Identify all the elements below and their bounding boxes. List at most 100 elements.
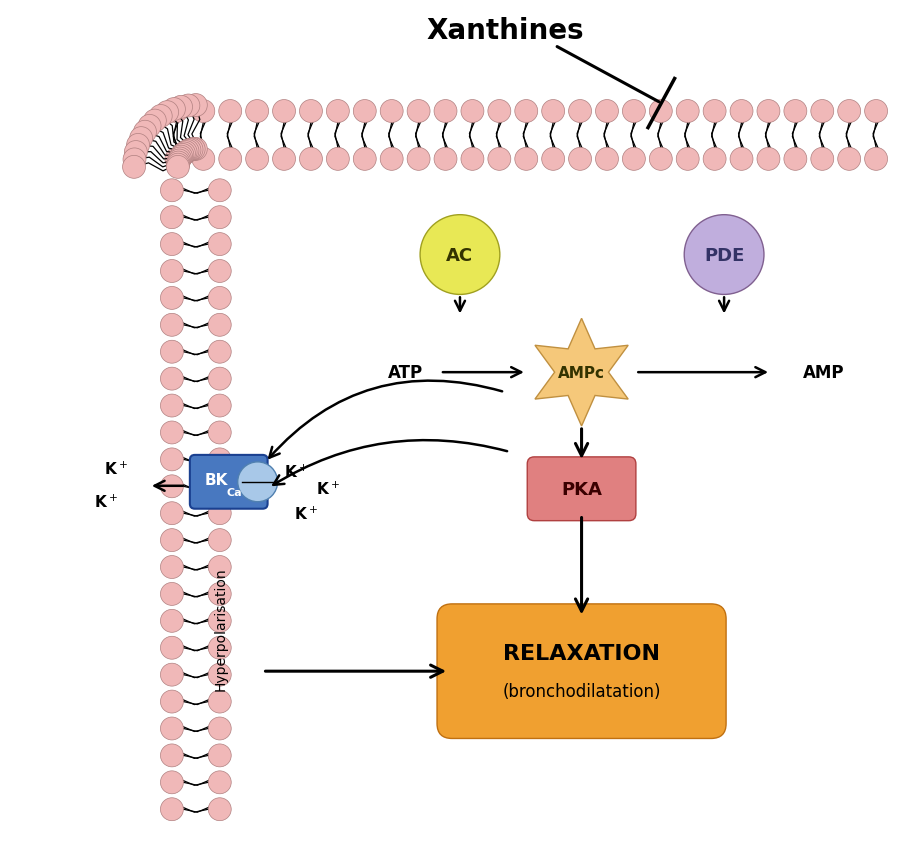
Circle shape bbox=[208, 690, 231, 713]
Circle shape bbox=[730, 149, 753, 171]
Circle shape bbox=[133, 122, 157, 144]
Circle shape bbox=[434, 100, 457, 123]
Circle shape bbox=[208, 582, 231, 606]
Polygon shape bbox=[535, 319, 628, 426]
Circle shape bbox=[488, 100, 511, 123]
Circle shape bbox=[182, 138, 205, 161]
Text: K$^+$: K$^+$ bbox=[94, 494, 118, 511]
Text: ATP: ATP bbox=[388, 364, 423, 381]
Circle shape bbox=[327, 100, 349, 123]
Circle shape bbox=[143, 110, 166, 133]
Text: (bronchodilatation): (bronchodilatation) bbox=[502, 682, 661, 701]
Circle shape bbox=[208, 314, 231, 337]
Circle shape bbox=[160, 421, 184, 445]
Circle shape bbox=[208, 609, 231, 632]
Circle shape bbox=[208, 771, 231, 794]
Circle shape bbox=[123, 149, 146, 171]
Circle shape bbox=[160, 771, 184, 794]
Circle shape bbox=[208, 287, 231, 310]
Circle shape bbox=[169, 96, 193, 119]
Circle shape bbox=[461, 100, 484, 123]
Circle shape bbox=[160, 690, 184, 713]
Circle shape bbox=[160, 582, 184, 606]
Circle shape bbox=[703, 149, 726, 171]
Circle shape bbox=[515, 149, 537, 171]
Circle shape bbox=[208, 233, 231, 257]
FancyBboxPatch shape bbox=[190, 456, 267, 509]
Circle shape bbox=[515, 100, 537, 123]
Circle shape bbox=[623, 100, 645, 123]
Text: K$^+$: K$^+$ bbox=[284, 463, 308, 481]
Circle shape bbox=[168, 148, 192, 170]
Circle shape bbox=[176, 140, 199, 163]
Circle shape bbox=[273, 100, 295, 123]
Circle shape bbox=[208, 421, 231, 445]
Circle shape bbox=[175, 142, 197, 165]
Circle shape bbox=[124, 142, 148, 165]
FancyBboxPatch shape bbox=[437, 604, 726, 738]
Text: Xanthines: Xanthines bbox=[426, 17, 583, 46]
Circle shape bbox=[219, 100, 242, 123]
Circle shape bbox=[596, 149, 618, 171]
Circle shape bbox=[160, 368, 184, 391]
Circle shape bbox=[160, 260, 184, 283]
Circle shape bbox=[327, 149, 349, 171]
Circle shape bbox=[208, 663, 231, 686]
Circle shape bbox=[160, 448, 184, 471]
FancyBboxPatch shape bbox=[527, 457, 636, 521]
Circle shape bbox=[184, 138, 207, 161]
Circle shape bbox=[569, 100, 591, 123]
Circle shape bbox=[811, 149, 833, 171]
Circle shape bbox=[208, 475, 231, 498]
Text: PKA: PKA bbox=[561, 480, 602, 498]
Circle shape bbox=[160, 502, 184, 525]
FancyArrowPatch shape bbox=[274, 441, 507, 485]
Circle shape bbox=[208, 502, 231, 525]
Text: PDE: PDE bbox=[704, 246, 744, 264]
Circle shape bbox=[184, 95, 207, 117]
Circle shape bbox=[542, 100, 564, 123]
Circle shape bbox=[676, 100, 699, 123]
Text: K$^+$: K$^+$ bbox=[104, 461, 128, 478]
Circle shape bbox=[784, 149, 806, 171]
Circle shape bbox=[160, 314, 184, 337]
Circle shape bbox=[130, 127, 153, 150]
Circle shape bbox=[569, 149, 591, 171]
Circle shape bbox=[623, 149, 645, 171]
Circle shape bbox=[273, 149, 295, 171]
Circle shape bbox=[208, 798, 231, 820]
Text: AC: AC bbox=[446, 246, 473, 264]
Circle shape bbox=[434, 149, 457, 171]
Circle shape bbox=[160, 663, 184, 686]
Circle shape bbox=[208, 341, 231, 364]
Circle shape bbox=[649, 100, 672, 123]
Circle shape bbox=[165, 100, 188, 123]
Circle shape bbox=[177, 95, 200, 118]
Circle shape bbox=[219, 149, 242, 171]
Circle shape bbox=[165, 149, 188, 171]
Circle shape bbox=[208, 744, 231, 767]
Text: Ca: Ca bbox=[227, 487, 242, 497]
Circle shape bbox=[167, 150, 191, 173]
Circle shape bbox=[865, 100, 887, 123]
Circle shape bbox=[160, 475, 184, 498]
Circle shape bbox=[160, 529, 184, 552]
Circle shape bbox=[192, 149, 215, 171]
Circle shape bbox=[354, 100, 376, 123]
Text: BK: BK bbox=[205, 473, 229, 488]
Circle shape bbox=[838, 149, 860, 171]
Circle shape bbox=[208, 529, 231, 552]
Circle shape bbox=[208, 260, 231, 283]
Circle shape bbox=[784, 100, 806, 123]
Text: Hyperpolarisation: Hyperpolarisation bbox=[214, 567, 228, 690]
Circle shape bbox=[246, 100, 268, 123]
Circle shape bbox=[173, 143, 195, 165]
Circle shape bbox=[246, 149, 268, 171]
Text: K$^+$: K$^+$ bbox=[317, 480, 340, 498]
Text: RELAXATION: RELAXATION bbox=[503, 643, 660, 663]
Circle shape bbox=[160, 717, 184, 740]
Circle shape bbox=[300, 149, 322, 171]
Circle shape bbox=[461, 149, 484, 171]
Circle shape bbox=[488, 149, 511, 171]
Circle shape bbox=[160, 341, 184, 364]
